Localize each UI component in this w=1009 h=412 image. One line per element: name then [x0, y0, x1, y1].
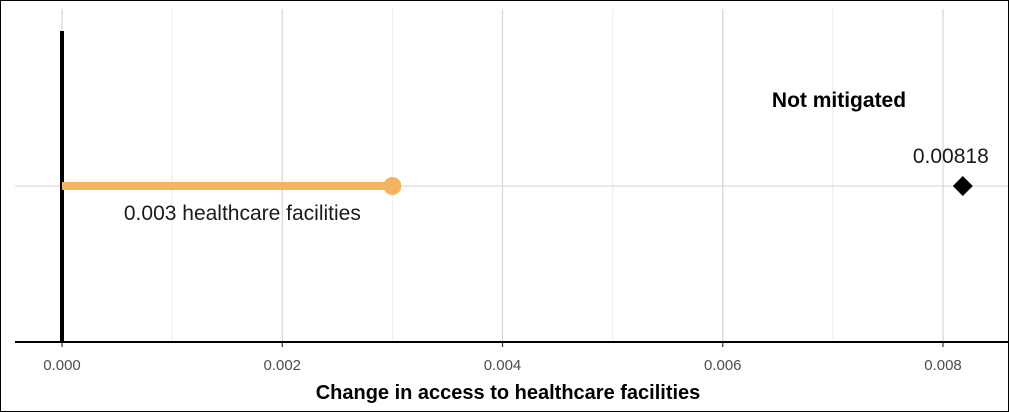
x-tick-label: 0.008: [924, 357, 962, 374]
x-tick-label: 0.002: [263, 357, 301, 374]
not-mitigated-label: Not mitigated: [772, 89, 906, 112]
grid-lines: [61, 9, 944, 341]
x-axis-title: Change in access to healthcare facilitie…: [316, 382, 701, 404]
x-tick-label: 0.006: [704, 357, 742, 374]
x-tick-label: 0.000: [43, 357, 81, 374]
segment-label: 0.003 healthcare facilities: [124, 202, 361, 225]
segment-end-point: [383, 177, 402, 195]
marker-value-label: 0.00818: [913, 145, 989, 168]
not-mitigated-marker: [952, 176, 973, 196]
x-tick-label: 0.004: [484, 357, 522, 374]
x-axis-ticks: 0.000 0.002 0.004 0.006 0.008: [43, 343, 962, 374]
